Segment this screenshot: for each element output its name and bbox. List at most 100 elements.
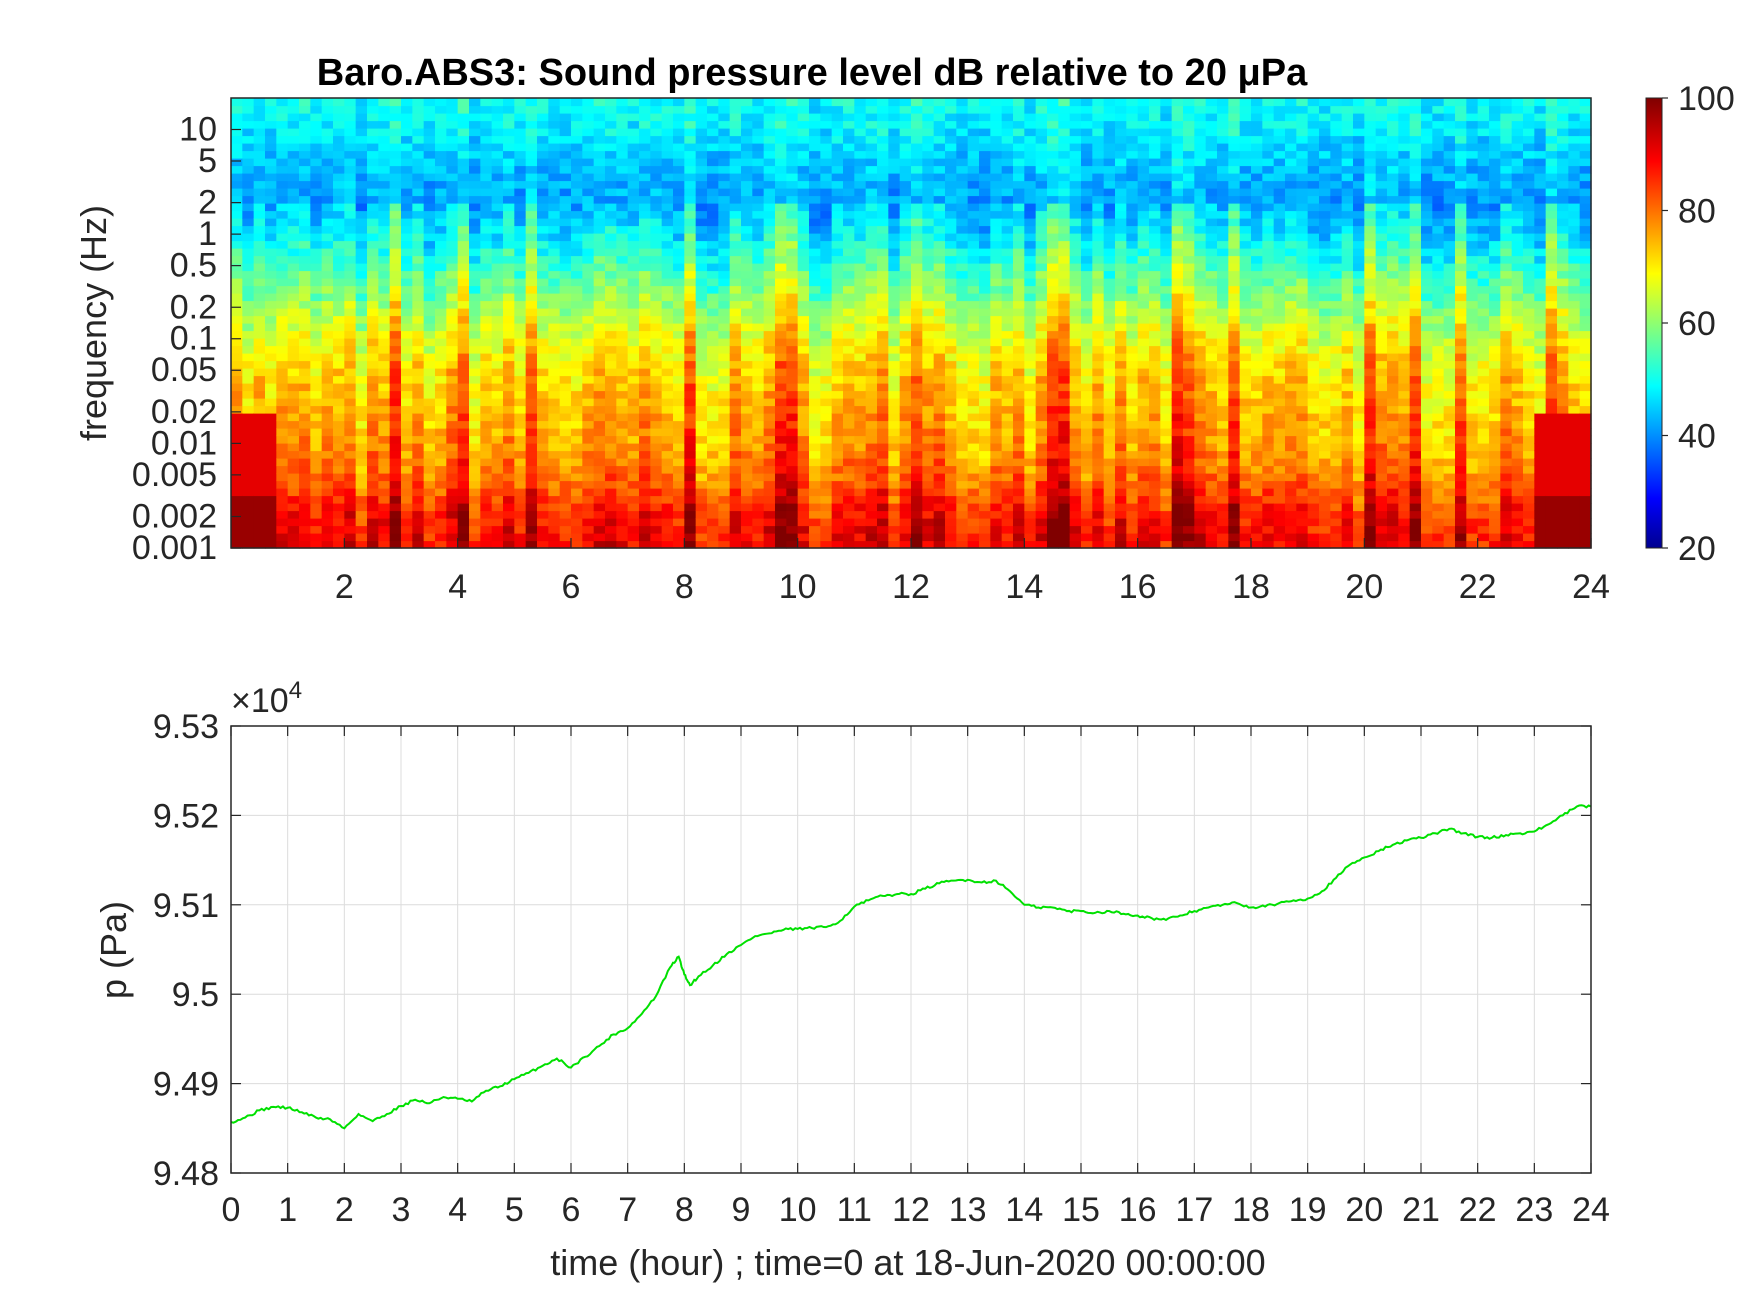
spectrogram-cell bbox=[865, 150, 878, 159]
spectrogram-cell bbox=[695, 210, 708, 219]
spectrogram-cell bbox=[1137, 173, 1150, 182]
spectrogram-cell bbox=[1103, 270, 1116, 279]
spectrogram-cell bbox=[933, 158, 946, 167]
spectrogram-cell bbox=[480, 360, 493, 369]
spectrogram-cell bbox=[593, 173, 606, 182]
spectrogram-cell bbox=[922, 338, 935, 347]
spectrogram-cell bbox=[616, 120, 629, 129]
spectrogram-cell bbox=[1160, 255, 1173, 264]
spectrogram-cell bbox=[446, 98, 459, 107]
spectrogram-cell bbox=[990, 188, 1003, 197]
spectrogram-cell bbox=[922, 435, 935, 444]
spectrogram-cell bbox=[718, 278, 731, 287]
spectrogram-cell bbox=[1081, 173, 1093, 182]
spectrogram-cell bbox=[1069, 165, 1082, 174]
spectrogram-cell bbox=[899, 345, 912, 354]
spectrogram-cell bbox=[287, 218, 300, 227]
spectrogram-cell bbox=[1126, 533, 1139, 542]
spectrogram-cell bbox=[945, 338, 957, 347]
spectrogram-cell bbox=[956, 120, 969, 129]
spectrogram-cell bbox=[582, 105, 595, 114]
spectrogram-cell bbox=[1069, 135, 1082, 144]
spectrogram-cell bbox=[707, 375, 719, 384]
spectrogram-cell bbox=[933, 435, 946, 444]
spectrogram-cell bbox=[695, 443, 708, 452]
spectrogram-cell bbox=[639, 353, 651, 362]
spectrogram-cell bbox=[616, 225, 629, 234]
spectrogram-cell bbox=[877, 165, 889, 174]
spectrogram-cell bbox=[707, 225, 719, 234]
spectrogram-cell bbox=[775, 533, 787, 542]
spectrogram-cell bbox=[1069, 218, 1082, 227]
spectrogram-cell bbox=[503, 525, 515, 534]
spectrogram-cell bbox=[627, 533, 640, 542]
spectrogram-cell bbox=[877, 398, 889, 407]
spectrogram-cell bbox=[775, 405, 787, 414]
spectrogram-cell bbox=[401, 540, 413, 549]
spectrogram-cell bbox=[378, 233, 391, 242]
spectrogram-cell bbox=[401, 405, 413, 414]
spectrogram-cell bbox=[843, 120, 855, 129]
spectrogram-cell bbox=[945, 480, 957, 489]
spectrogram-cell bbox=[616, 368, 629, 377]
spectrogram-cell bbox=[1013, 300, 1025, 309]
spectrogram-cell bbox=[1001, 248, 1014, 257]
spectrogram-cell bbox=[1171, 510, 1184, 519]
spectrogram-cell bbox=[491, 218, 504, 227]
spectrogram-cell bbox=[423, 518, 436, 527]
spectrogram-cell bbox=[299, 420, 311, 429]
spectrogram-cell bbox=[1058, 300, 1071, 309]
spectrogram-cell bbox=[707, 345, 719, 354]
spectrogram-cell bbox=[718, 480, 731, 489]
spectrogram-cell bbox=[571, 240, 583, 249]
spectrogram-cell bbox=[287, 173, 300, 182]
spectrogram-cell bbox=[1035, 330, 1048, 339]
spectrogram-cell bbox=[763, 405, 776, 414]
spectrogram-cell bbox=[446, 383, 459, 392]
spectrogram-cell bbox=[865, 195, 878, 204]
spectrogram-cell bbox=[797, 105, 810, 114]
spectrogram-cell bbox=[457, 383, 470, 392]
spectrogram-cell bbox=[763, 225, 776, 234]
spectrogram-cell bbox=[877, 210, 889, 219]
spectrogram-cell bbox=[684, 308, 697, 317]
spectrogram-cell bbox=[537, 383, 549, 392]
spectrogram-cell bbox=[707, 473, 719, 482]
spectrogram-cell bbox=[287, 510, 300, 519]
spectrogram-cell bbox=[559, 158, 572, 167]
spectrogram-cell bbox=[1024, 158, 1037, 167]
spectrogram-cell bbox=[1115, 503, 1127, 512]
spectrogram-cell bbox=[559, 450, 572, 459]
spectrogram-cell bbox=[1069, 465, 1082, 474]
spectrogram-cell bbox=[741, 315, 753, 324]
spectrogram-cell bbox=[616, 383, 629, 392]
spectrogram-cell bbox=[707, 210, 719, 219]
spectrogram-cell bbox=[378, 473, 391, 482]
spectrogram-cell bbox=[831, 165, 844, 174]
spectrogram-cell bbox=[1103, 188, 1116, 197]
spectrogram-cell bbox=[605, 518, 617, 527]
spectrogram-cell bbox=[1047, 203, 1059, 212]
spectrogram-cell bbox=[593, 300, 606, 309]
spectrogram-cell bbox=[423, 135, 436, 144]
spectrogram-cell bbox=[446, 263, 459, 272]
spectrogram-cell bbox=[537, 525, 549, 534]
spectrogram-cell bbox=[491, 420, 504, 429]
spectrogram-cell bbox=[797, 503, 810, 512]
spectrogram-cell bbox=[843, 225, 855, 234]
spectrogram-cell bbox=[627, 480, 640, 489]
spectrogram-cell bbox=[627, 428, 640, 437]
spectrogram-cell bbox=[639, 450, 651, 459]
spectrogram-cell bbox=[616, 255, 629, 264]
spectrogram-cell bbox=[1001, 368, 1014, 377]
spectrogram-cell bbox=[242, 285, 255, 294]
spectrogram-cell bbox=[287, 420, 300, 429]
spectrogram-cell bbox=[571, 405, 583, 414]
spectrogram-cell bbox=[491, 360, 504, 369]
spectrogram-cell bbox=[457, 338, 470, 347]
spectrogram-cell bbox=[888, 180, 901, 189]
spectrogram-cell bbox=[401, 210, 413, 219]
spectrogram-cell bbox=[1115, 465, 1127, 474]
spectrogram-cell bbox=[843, 285, 855, 294]
spectrogram-cell bbox=[831, 465, 844, 474]
